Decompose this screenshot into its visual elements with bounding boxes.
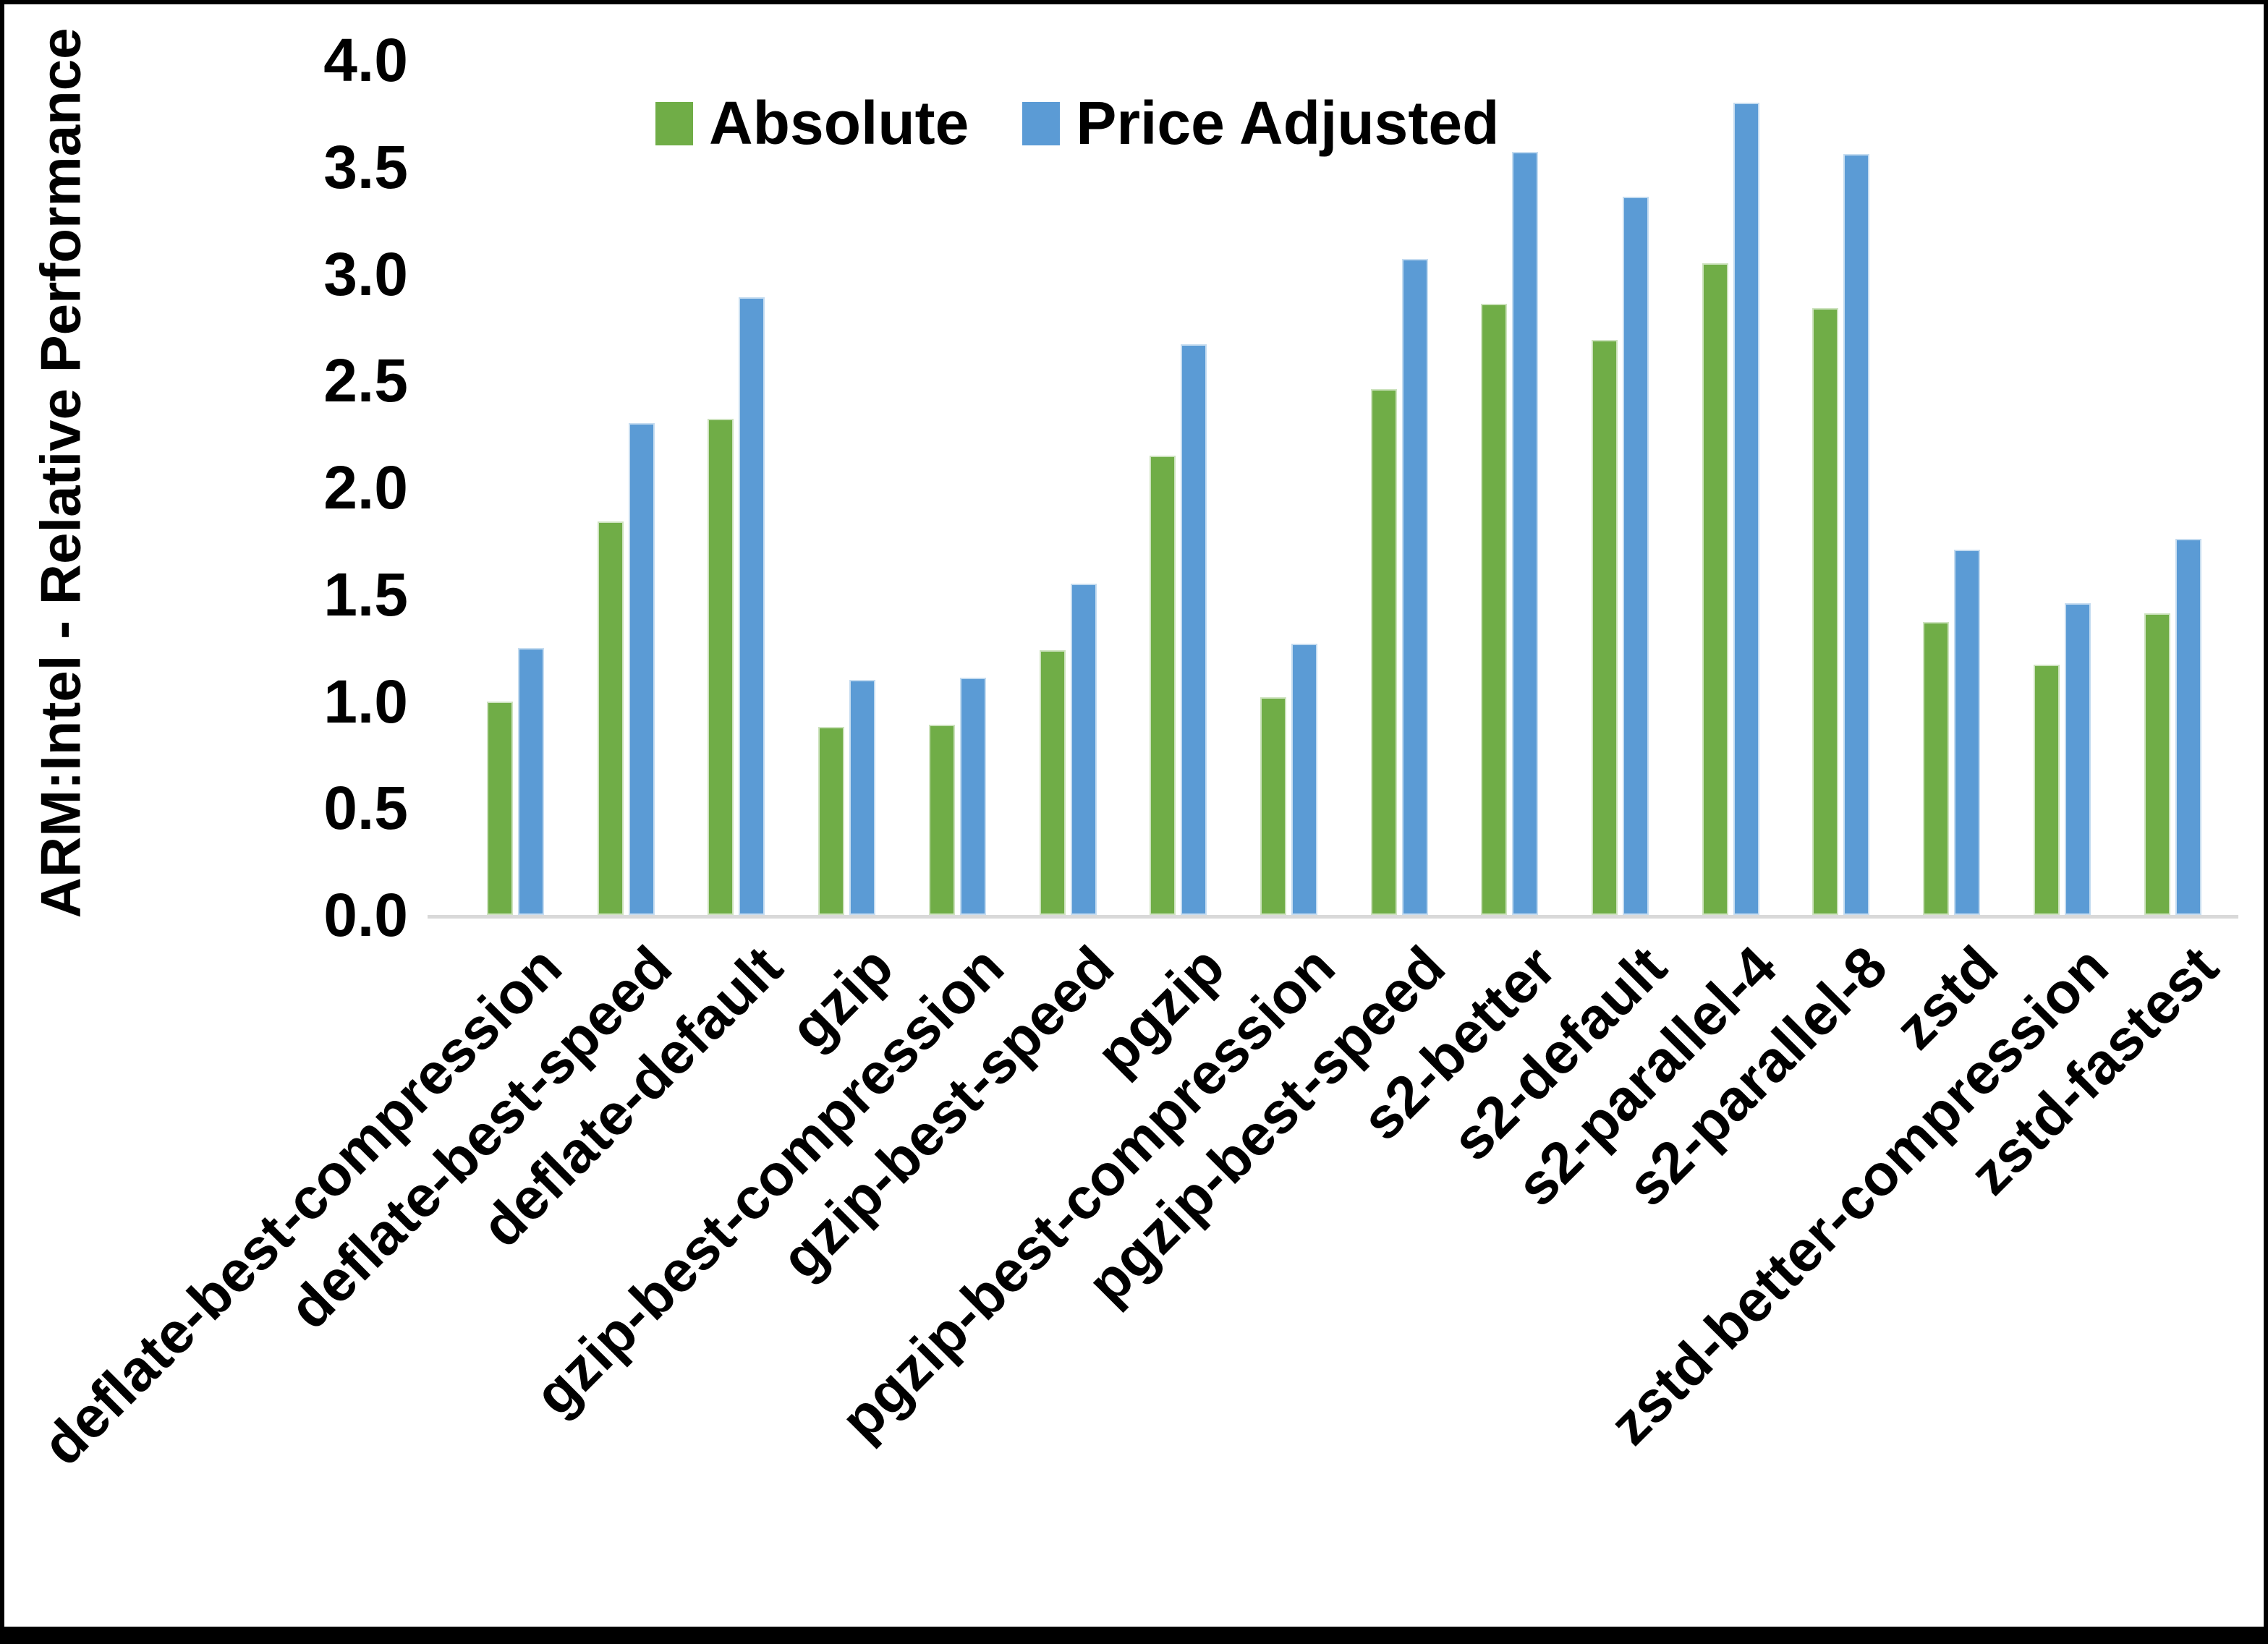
- bar-price-adjusted-zstd: [1954, 549, 1981, 915]
- bar-absolute-deflate-best-speed: [597, 521, 624, 915]
- bar-absolute-gzip-best-speed: [1039, 649, 1066, 915]
- bar-absolute-deflate-default: [708, 419, 734, 915]
- bar-absolute-zstd: [1923, 622, 1950, 915]
- y-tick-3.5: 3.5: [323, 132, 408, 201]
- bar-price-adjusted-s2-default: [1623, 197, 1649, 915]
- bar-absolute-zstd-fastest: [2144, 613, 2170, 915]
- y-tick-1.5: 1.5: [323, 560, 408, 629]
- legend-swatch-absolute: [655, 101, 693, 145]
- legend-label-absolute: Absolute: [709, 89, 969, 157]
- bar-absolute-s2-default: [1592, 340, 1618, 915]
- y-tick-0.5: 0.5: [323, 774, 408, 843]
- y-tick-0.0: 0.0: [323, 881, 408, 949]
- x-axis-line: [428, 915, 2238, 919]
- legend-item-price-adjusted: Price Adjusted: [1022, 88, 1499, 158]
- y-tick-2.0: 2.0: [323, 453, 408, 521]
- y-tick-2.5: 2.5: [323, 346, 408, 415]
- bar-price-adjusted-pgzip-best-speed: [1401, 258, 1428, 915]
- legend-label-price-adjusted: Price Adjusted: [1076, 89, 1500, 157]
- bar-absolute-gzip-best-compression: [928, 725, 955, 915]
- bar-absolute-s2-parallel-4: [1702, 263, 1728, 915]
- bar-price-adjusted-zstd-better-compression: [2064, 602, 2091, 915]
- bar-price-adjusted-deflate-best-speed: [628, 423, 655, 915]
- bar-absolute-zstd-better-compression: [2033, 665, 2060, 915]
- bar-absolute-s2-better: [1481, 303, 1508, 915]
- bar-price-adjusted-s2-better: [1512, 152, 1539, 915]
- y-axis-title: ARM:Intel - Relative Performance: [28, 27, 93, 919]
- bar-absolute-gzip: [818, 726, 845, 915]
- legend: Absolute Price Adjusted: [655, 88, 1499, 158]
- legend-swatch-price-adjusted: [1022, 101, 1061, 145]
- bar-price-adjusted-s2-parallel-8: [1843, 154, 1870, 915]
- bar-absolute-pgzip: [1150, 455, 1176, 915]
- bar-price-adjusted-gzip-best-compression: [959, 677, 986, 915]
- bar-price-adjusted-pgzip: [1181, 344, 1207, 915]
- bar-price-adjusted-deflate-default: [739, 297, 765, 915]
- bar-price-adjusted-pgzip-best-compression: [1291, 643, 1317, 915]
- bar-absolute-pgzip-best-compression: [1260, 697, 1286, 915]
- bar-price-adjusted-s2-parallel-4: [1733, 103, 1759, 915]
- legend-item-absolute: Absolute: [655, 88, 969, 158]
- bar-absolute-s2-parallel-8: [1812, 307, 1839, 915]
- bar-price-adjusted-zstd-fastest: [2175, 538, 2201, 915]
- bar-price-adjusted-gzip-best-speed: [1070, 583, 1097, 915]
- bar-absolute-pgzip-best-speed: [1370, 389, 1397, 915]
- y-tick-1.0: 1.0: [323, 667, 408, 736]
- bar-price-adjusted-gzip: [849, 679, 876, 915]
- y-tick-4.0: 4.0: [323, 26, 408, 94]
- bar-absolute-deflate-best-compression: [487, 701, 513, 915]
- y-tick-3.0: 3.0: [323, 239, 408, 308]
- bar-price-adjusted-deflate-best-compression: [518, 647, 544, 915]
